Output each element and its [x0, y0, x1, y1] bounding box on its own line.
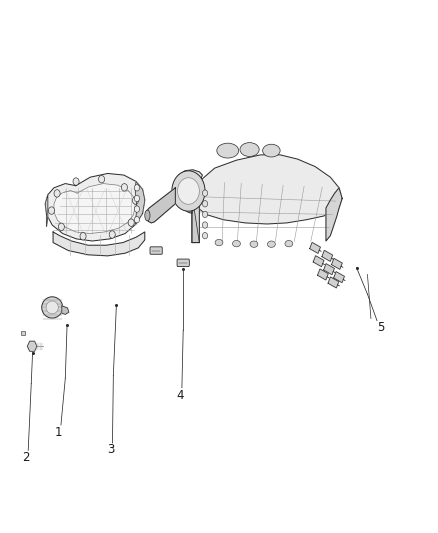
Polygon shape	[192, 155, 342, 224]
Polygon shape	[146, 188, 175, 223]
Circle shape	[58, 223, 64, 231]
Circle shape	[172, 171, 205, 211]
Polygon shape	[326, 188, 342, 241]
Polygon shape	[310, 243, 321, 253]
Polygon shape	[324, 264, 334, 274]
Circle shape	[49, 207, 55, 214]
Ellipse shape	[145, 210, 150, 221]
Polygon shape	[322, 251, 332, 261]
Circle shape	[202, 200, 208, 207]
Circle shape	[128, 219, 134, 227]
Circle shape	[132, 197, 138, 204]
Ellipse shape	[217, 143, 239, 158]
Circle shape	[121, 184, 127, 191]
Polygon shape	[27, 346, 32, 351]
Polygon shape	[62, 306, 69, 314]
Text: 2: 2	[22, 451, 30, 464]
Circle shape	[134, 195, 140, 201]
Circle shape	[202, 232, 208, 239]
Circle shape	[134, 216, 140, 223]
Polygon shape	[45, 173, 145, 241]
Circle shape	[202, 211, 208, 217]
Circle shape	[80, 232, 86, 240]
Circle shape	[202, 190, 208, 196]
Ellipse shape	[240, 143, 259, 157]
Ellipse shape	[268, 241, 276, 247]
Text: 5: 5	[377, 321, 384, 334]
FancyBboxPatch shape	[177, 259, 189, 266]
Polygon shape	[334, 272, 344, 282]
Ellipse shape	[215, 239, 223, 246]
Polygon shape	[32, 341, 37, 346]
Polygon shape	[30, 346, 35, 351]
Circle shape	[54, 190, 60, 197]
Polygon shape	[135, 181, 145, 224]
Polygon shape	[45, 195, 48, 227]
Circle shape	[134, 184, 140, 191]
Ellipse shape	[46, 301, 58, 314]
Polygon shape	[318, 269, 328, 280]
Polygon shape	[192, 181, 199, 243]
Circle shape	[109, 231, 115, 238]
Polygon shape	[192, 195, 199, 243]
Text: 4: 4	[177, 389, 184, 402]
Ellipse shape	[285, 240, 293, 247]
Ellipse shape	[42, 297, 63, 318]
Circle shape	[202, 222, 208, 228]
Circle shape	[99, 175, 105, 183]
Circle shape	[73, 178, 79, 185]
Polygon shape	[313, 256, 324, 266]
FancyBboxPatch shape	[150, 247, 162, 254]
Ellipse shape	[250, 241, 258, 247]
Polygon shape	[174, 169, 202, 213]
Circle shape	[134, 206, 140, 212]
Circle shape	[177, 177, 199, 204]
Polygon shape	[53, 232, 145, 256]
Polygon shape	[30, 341, 35, 346]
Text: 3: 3	[107, 443, 114, 456]
Polygon shape	[332, 259, 342, 269]
Ellipse shape	[233, 240, 240, 247]
Text: 1: 1	[55, 426, 63, 439]
Ellipse shape	[263, 144, 280, 157]
Polygon shape	[54, 183, 135, 233]
Polygon shape	[328, 277, 339, 288]
Polygon shape	[27, 341, 32, 346]
Polygon shape	[32, 346, 37, 351]
